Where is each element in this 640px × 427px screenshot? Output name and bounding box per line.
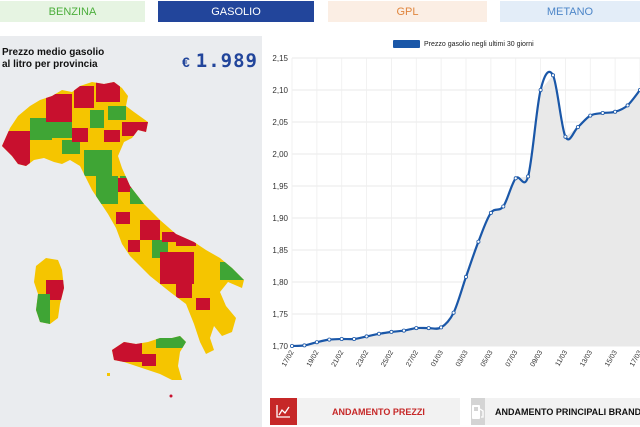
fuel-pump-icon bbox=[471, 398, 485, 425]
x-tick-label: 27/02 bbox=[405, 349, 420, 368]
tab-gpl[interactable]: GPL bbox=[328, 1, 487, 22]
y-tick-label: 1,80 bbox=[272, 278, 288, 287]
sardinia-provinces bbox=[34, 258, 64, 324]
price-chart-panel: Prezzo gasolio negli ultimi 30 giorni 1,… bbox=[262, 36, 640, 390]
price-point bbox=[289, 343, 294, 348]
andamento-prezzi-button[interactable]: ANDAMENTO PREZZI bbox=[270, 398, 460, 425]
fuel-tabs: BENZINA GASOLIO GPL METANO bbox=[0, 0, 640, 24]
price-point bbox=[439, 325, 444, 330]
price-point bbox=[389, 329, 394, 334]
price-point bbox=[501, 204, 506, 209]
price-point bbox=[526, 174, 531, 179]
tab-benzina[interactable]: BENZINA bbox=[0, 1, 145, 22]
price-point bbox=[600, 111, 605, 116]
price-point bbox=[364, 334, 369, 339]
andamento-brand-label: ANDAMENTO PRINCIPALI BRAND bbox=[495, 406, 640, 417]
x-tick-label: 21/02 bbox=[331, 349, 346, 368]
price-point bbox=[613, 109, 618, 114]
price-point bbox=[426, 326, 431, 331]
price-point bbox=[451, 310, 456, 315]
y-tick-label: 1,85 bbox=[272, 246, 288, 255]
x-tick-label: 01/03 bbox=[430, 349, 445, 368]
price-point bbox=[476, 239, 481, 244]
x-tick-label: 19/02 bbox=[306, 349, 321, 368]
price-area bbox=[292, 75, 640, 347]
price-point bbox=[463, 274, 468, 279]
x-tick-label: 23/02 bbox=[355, 349, 370, 368]
price-point bbox=[588, 113, 593, 118]
price-point bbox=[414, 326, 419, 331]
sicily-provinces bbox=[112, 336, 186, 380]
province-map-panel: Prezzo medio gasolio al litro per provin… bbox=[0, 36, 262, 427]
line-chart-icon bbox=[270, 398, 297, 425]
tab-metano[interactable]: METANO bbox=[500, 1, 640, 22]
y-tick-label: 1,90 bbox=[272, 214, 288, 223]
tab-gasolio[interactable]: GASOLIO bbox=[158, 1, 314, 22]
andamento-brand-button[interactable]: ANDAMENTO PRINCIPALI BRAND bbox=[471, 398, 640, 425]
lampedusa-island bbox=[169, 394, 173, 398]
y-tick-label: 2,00 bbox=[272, 150, 288, 159]
andamento-prezzi-label: ANDAMENTO PREZZI bbox=[332, 406, 425, 417]
y-tick-label: 1,95 bbox=[272, 182, 288, 191]
x-tick-label: 15/03 bbox=[604, 349, 619, 368]
price-point bbox=[513, 176, 518, 181]
average-price: € 1.989 bbox=[182, 50, 258, 72]
y-tick-label: 1,70 bbox=[272, 342, 288, 351]
price-point bbox=[563, 134, 568, 139]
price-point bbox=[314, 340, 319, 345]
x-tick-label: 11/03 bbox=[555, 349, 570, 367]
legend-swatch bbox=[393, 40, 420, 48]
y-tick-label: 2,05 bbox=[272, 118, 288, 127]
chart-legend: Prezzo gasolio negli ultimi 30 giorni bbox=[393, 40, 534, 48]
x-tick-label: 17/02 bbox=[281, 349, 296, 368]
average-price-value: 1.989 bbox=[195, 50, 258, 72]
x-tick-label: 25/02 bbox=[380, 349, 395, 368]
x-tick-label: 13/03 bbox=[579, 349, 594, 368]
price-point bbox=[339, 336, 344, 341]
price-point bbox=[302, 343, 307, 348]
map-title: Prezzo medio gasolio al litro per provin… bbox=[2, 47, 104, 71]
price-point bbox=[377, 331, 382, 336]
price-point bbox=[352, 336, 357, 341]
x-tick-label: 09/03 bbox=[529, 349, 544, 368]
price-point bbox=[327, 337, 332, 342]
legend-label: Prezzo gasolio negli ultimi 30 giorni bbox=[424, 40, 534, 48]
y-tick-label: 1,75 bbox=[272, 310, 288, 319]
y-tick-label: 2,10 bbox=[272, 86, 288, 95]
price-point bbox=[550, 73, 555, 78]
x-tick-label: 17/03 bbox=[629, 349, 640, 368]
italy-province-map[interactable] bbox=[0, 36, 262, 427]
price-point bbox=[401, 328, 406, 333]
price-point bbox=[575, 125, 580, 130]
price-point bbox=[538, 88, 543, 93]
map-title-line2: al litro per provincia bbox=[2, 59, 98, 70]
x-tick-label: 03/03 bbox=[455, 349, 470, 368]
currency-symbol: € bbox=[182, 54, 190, 70]
price-point bbox=[488, 210, 493, 215]
pantelleria-island bbox=[107, 373, 110, 376]
x-tick-label: 05/03 bbox=[480, 349, 495, 368]
price-chart[interactable]: 1,70 1,75 1,80 1,85 1,90 1,95 2,00 2,05 2,10 2,15… bbox=[262, 36, 640, 390]
x-tick-label: 07/03 bbox=[505, 349, 520, 368]
price-point bbox=[625, 103, 630, 108]
y-tick-label: 2,15 bbox=[272, 54, 288, 63]
map-title-line1: Prezzo medio gasolio bbox=[2, 47, 105, 58]
